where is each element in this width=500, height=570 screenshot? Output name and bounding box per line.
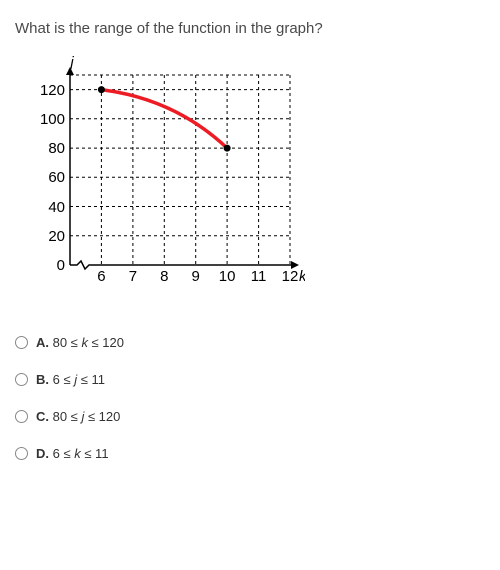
endpoint-end [224, 145, 231, 152]
endpoint-start [98, 86, 105, 93]
svg-text:20: 20 [48, 228, 65, 245]
radio-icon [15, 410, 28, 423]
chart-svg: j k 0 20 40 60 80 100 120 6 7 [15, 55, 305, 295]
svg-text:80: 80 [48, 140, 65, 157]
option-d[interactable]: D. 6 ≤ k ≤ 11 [15, 446, 485, 461]
option-text: A. 80 ≤ k ≤ 120 [36, 335, 124, 350]
option-b[interactable]: B. 6 ≤ j ≤ 11 [15, 372, 485, 387]
svg-text:60: 60 [48, 169, 65, 186]
radio-icon [15, 373, 28, 386]
y-tick-labels: 0 20 40 60 80 100 120 [40, 82, 65, 274]
svg-text:40: 40 [48, 199, 65, 216]
svg-text:8: 8 [160, 268, 168, 285]
function-graph: j k 0 20 40 60 80 100 120 6 7 [15, 55, 305, 295]
x-tick-labels: 6 7 8 9 10 11 12 [97, 268, 298, 285]
answer-options: A. 80 ≤ k ≤ 120 B. 6 ≤ j ≤ 11 C. 80 ≤ j … [15, 335, 485, 461]
option-c[interactable]: C. 80 ≤ j ≤ 120 [15, 409, 485, 424]
svg-text:6: 6 [97, 268, 105, 285]
option-text: B. 6 ≤ j ≤ 11 [36, 372, 105, 387]
radio-icon [15, 447, 28, 460]
svg-text:9: 9 [192, 268, 200, 285]
option-text: C. 80 ≤ j ≤ 120 [36, 409, 120, 424]
svg-text:12: 12 [282, 268, 299, 285]
svg-text:120: 120 [40, 82, 65, 99]
option-a[interactable]: A. 80 ≤ k ≤ 120 [15, 335, 485, 350]
x-axis-label: k [299, 268, 305, 285]
grid-vertical [101, 75, 290, 265]
grid-horizontal [70, 75, 290, 236]
option-text: D. 6 ≤ k ≤ 11 [36, 446, 109, 461]
question-text: What is the range of the function in the… [15, 20, 485, 37]
svg-text:100: 100 [40, 111, 65, 128]
svg-text:7: 7 [129, 268, 137, 285]
svg-text:0: 0 [57, 257, 65, 274]
svg-text:11: 11 [251, 268, 267, 285]
svg-text:10: 10 [219, 268, 236, 285]
radio-icon [15, 336, 28, 349]
